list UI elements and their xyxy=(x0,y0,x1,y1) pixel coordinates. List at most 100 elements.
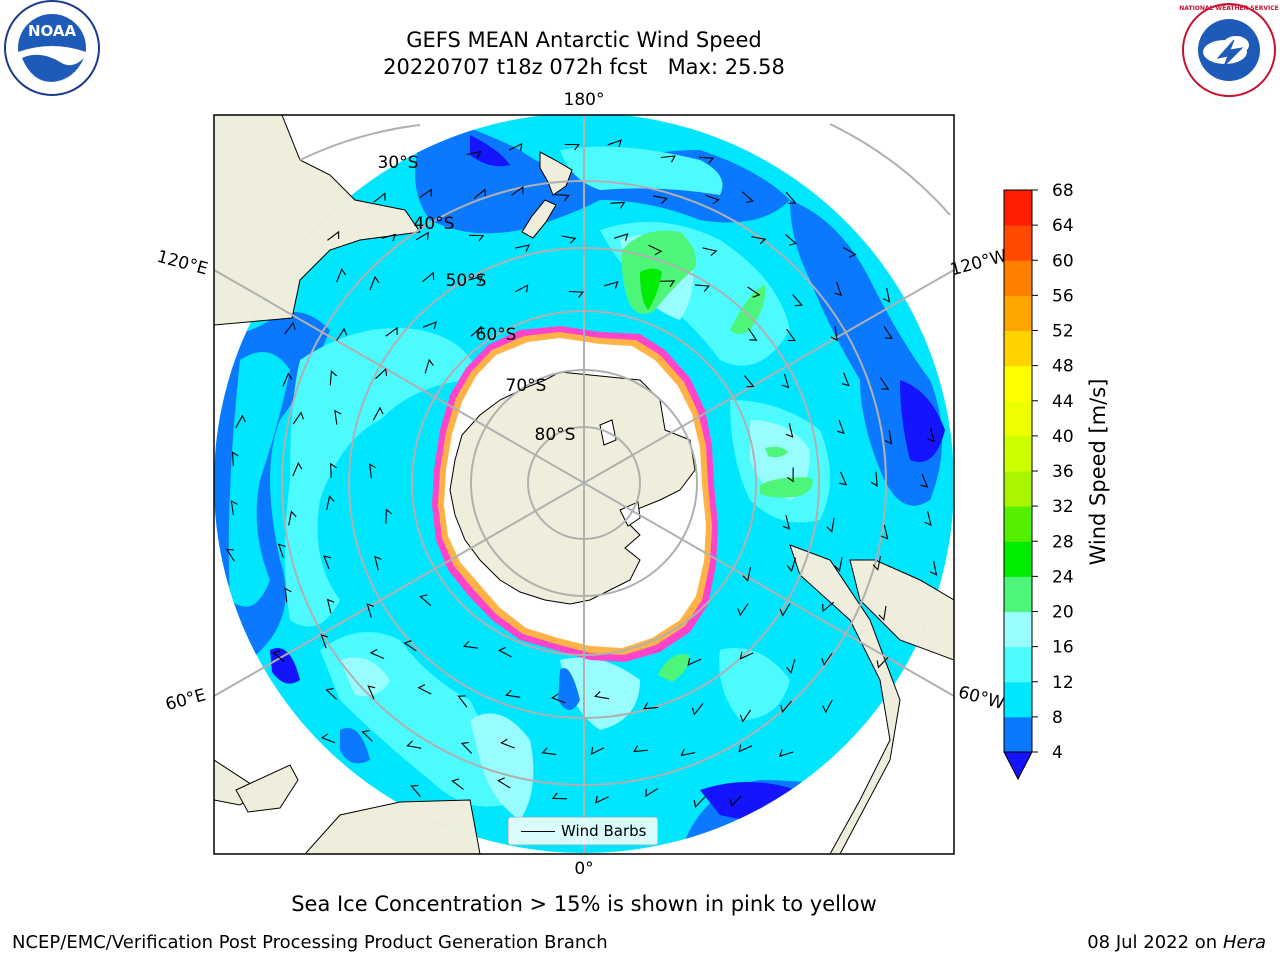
wind-barb xyxy=(786,659,796,674)
wind-barb xyxy=(648,244,663,256)
wind-barb xyxy=(680,748,696,757)
wind-barbs xyxy=(225,139,938,809)
legend-line-icon xyxy=(521,831,555,832)
colorbar-tick-label: 64 xyxy=(1052,216,1074,236)
wind-barb xyxy=(385,326,398,337)
wind-barb xyxy=(367,685,376,700)
wind-barb xyxy=(836,419,845,435)
wind-barb xyxy=(878,605,887,621)
wind-barb xyxy=(834,556,843,572)
wind-barb xyxy=(610,201,626,209)
colorbar-tick-label: 40 xyxy=(1052,427,1074,447)
wind-barb xyxy=(927,427,935,443)
wind-barb xyxy=(451,778,464,790)
wind-barb xyxy=(924,511,932,526)
wind-barb xyxy=(369,648,385,660)
wind-barb xyxy=(785,191,797,205)
wind-barb xyxy=(792,294,803,307)
wind-barb xyxy=(336,268,347,283)
nws-logo: NATIONAL WEATHER SERVICE xyxy=(1179,3,1279,97)
colorbar-bin xyxy=(1004,681,1032,718)
wind-barb xyxy=(741,191,754,204)
colorbar-tick-label: 12 xyxy=(1052,673,1074,693)
wind-barb xyxy=(691,703,704,716)
lat-label-40s: 40°S xyxy=(414,214,455,234)
wind-barb xyxy=(282,372,293,387)
wind-barb xyxy=(320,733,336,744)
wind-barb xyxy=(834,281,842,297)
colorbar-label: Wind Speed [m/s] xyxy=(1086,379,1110,566)
wind-barb xyxy=(705,194,720,205)
wind-barb xyxy=(468,275,483,283)
wind-barb xyxy=(403,640,417,652)
wind-barb xyxy=(369,275,380,291)
wind-barb xyxy=(748,328,758,341)
colorbar-tick-label: 44 xyxy=(1052,392,1074,412)
wind-barb xyxy=(326,598,335,614)
wind-barb xyxy=(385,508,393,524)
colorbar-tick-label: 8 xyxy=(1052,708,1063,728)
noaa-logo-text: NOAA xyxy=(28,22,77,40)
colorbar-bin xyxy=(1004,611,1032,648)
wind-barb xyxy=(633,745,649,753)
colorbar-extend-arrow xyxy=(1003,751,1033,781)
wind-barb xyxy=(687,657,702,666)
wind-barb xyxy=(514,284,529,293)
wind-barb xyxy=(375,367,388,380)
wind-barb xyxy=(872,555,882,571)
wind-barb xyxy=(568,290,585,298)
lon-label-0: 0° xyxy=(574,859,593,879)
wind-barbs-legend: Wind Barbs xyxy=(508,817,658,845)
colorbar-tick-label: 20 xyxy=(1052,603,1074,623)
graticule xyxy=(214,115,954,853)
colorbar-bin xyxy=(1004,646,1032,683)
wind-barb xyxy=(469,234,485,242)
wind-barb xyxy=(822,699,833,714)
wind-barb xyxy=(381,233,397,242)
lon-label-120e: 120°E xyxy=(155,247,210,280)
lon-label-60w: 60°W xyxy=(956,682,1007,714)
colorbar-bin xyxy=(1004,330,1032,367)
wind-barb xyxy=(500,738,515,749)
wind-barb xyxy=(884,429,893,445)
wind-barb xyxy=(561,235,577,244)
wind-barb xyxy=(292,411,304,425)
wind-barb xyxy=(457,695,468,708)
wind-barb xyxy=(645,788,658,798)
wind-barb xyxy=(660,280,676,288)
wind-barb xyxy=(870,471,878,487)
wind-barb xyxy=(235,414,246,429)
wind-barb xyxy=(292,461,303,477)
colorbar-tick-label: 28 xyxy=(1052,532,1074,552)
colorbar-tick-label: 4 xyxy=(1052,743,1063,763)
wind-barb xyxy=(277,543,286,558)
wind-barb xyxy=(473,188,486,199)
wind-barb xyxy=(508,142,523,151)
wind-barb xyxy=(369,463,377,479)
wind-barb xyxy=(551,792,567,800)
wind-barb xyxy=(417,684,432,695)
wind-barb xyxy=(729,795,742,808)
wind-barb xyxy=(821,652,833,666)
map-subtitle: 20220707 t18z 072h fcst Max: 25.58 xyxy=(383,55,785,79)
footer-credit: NCEP/EMC/Verification Post Processing Pr… xyxy=(12,932,608,953)
wind-barb xyxy=(880,377,890,390)
wind-barb xyxy=(779,603,791,617)
wind-barb xyxy=(652,195,668,204)
wind-barb xyxy=(785,423,794,438)
footer-date-text: 08 Jul 2022 on xyxy=(1087,932,1218,953)
colorbar-tick-label: 68 xyxy=(1052,181,1074,201)
colorbar-bin xyxy=(1004,576,1032,612)
wind-barb xyxy=(460,741,472,754)
wind-barb xyxy=(786,557,797,573)
outside-graticule xyxy=(214,123,954,697)
colorbar-bin xyxy=(1004,435,1032,472)
wind-barb xyxy=(643,702,659,710)
colorbar-tick-label: 52 xyxy=(1052,322,1074,342)
outside-land xyxy=(214,115,954,854)
colorbar-bin xyxy=(1004,225,1032,261)
lat-label-30s: 30°S xyxy=(378,153,419,173)
wind-barb xyxy=(366,603,375,618)
wind-barb xyxy=(323,555,331,570)
nws-logo-text: NATIONAL WEATHER SERVICE xyxy=(1179,5,1278,12)
